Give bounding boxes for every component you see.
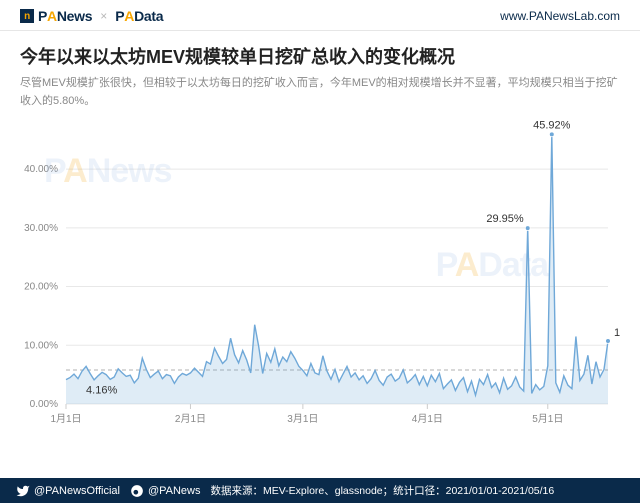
weibo-icon (130, 484, 144, 498)
footer-bar: @PANewsOfficial @PANews 数据来源：MEV-Explore… (0, 478, 640, 503)
svg-text:0.00%: 0.00% (30, 399, 58, 410)
site-link[interactable]: www.PANewsLab.com (500, 9, 620, 23)
header-bar: n PANews × PAData www.PANewsLab.com (0, 0, 640, 31)
watermark-panews: PANews (44, 152, 172, 191)
svg-text:2月1日: 2月1日 (175, 413, 206, 425)
weibo-handle[interactable]: @PANews (130, 484, 201, 498)
brand-padata: PAData (115, 8, 163, 24)
logo-icon: n (20, 9, 34, 23)
watermark-padata: PAData (436, 246, 548, 285)
svg-text:20.00%: 20.00% (24, 282, 58, 293)
svg-text:10.00%: 10.00% (24, 340, 58, 351)
svg-text:5月1日: 5月1日 (532, 413, 563, 425)
svg-text:1月1日: 1月1日 (50, 413, 81, 425)
svg-text:4.16%: 4.16% (86, 385, 117, 397)
chart-container: PANews PAData 0.00%10.00%20.00%30.00%40.… (0, 118, 640, 458)
twitter-handle[interactable]: @PANewsOfficial (16, 484, 120, 498)
page-subtitle: 尽管MEV规模扩张很快，但相较于以太坊每日的挖矿收入而言，今年MEV的相对规模增… (0, 75, 640, 118)
weibo-text: @PANews (148, 485, 201, 497)
svg-text:45.92%: 45.92% (533, 120, 571, 132)
footer-source: 数据来源：MEV-Explore、glassnode；统计口径：2021/01/… (210, 483, 554, 498)
twitter-icon (16, 484, 30, 498)
svg-text:10.73%: 10.73% (614, 327, 620, 339)
svg-text:30.00%: 30.00% (24, 223, 58, 234)
brand-x-icon: × (100, 9, 107, 23)
svg-text:3月1日: 3月1日 (287, 413, 318, 425)
svg-text:29.95%: 29.95% (486, 213, 524, 225)
brand-group: n PANews × PAData (20, 8, 163, 24)
page-title: 今年以来以太坊MEV规模较单日挖矿总收入的变化概况 (0, 31, 640, 75)
twitter-text: @PANewsOfficial (34, 485, 120, 497)
svg-text:4月1日: 4月1日 (412, 413, 443, 425)
brand-panews: n PANews (20, 8, 92, 24)
